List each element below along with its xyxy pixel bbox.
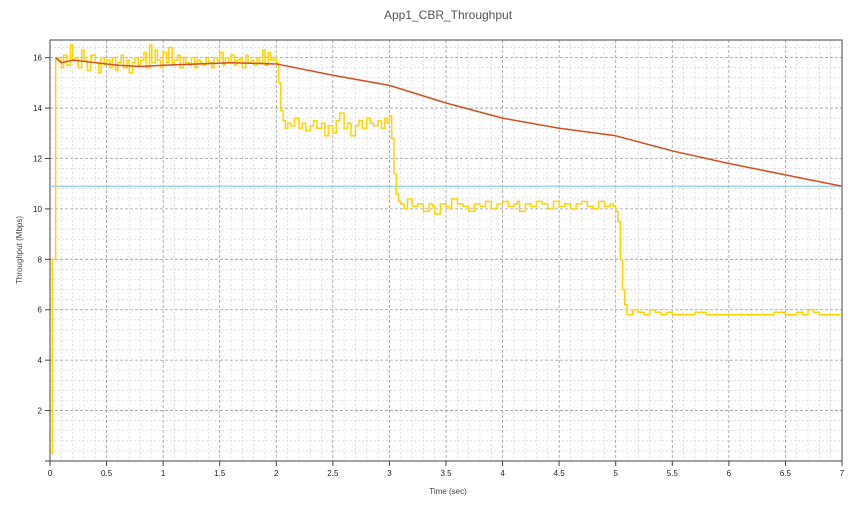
x-tick-label: 4.5	[554, 469, 566, 478]
y-axis-label: Throughput (Mbps)	[15, 216, 24, 284]
chart-title: App1_CBR_Throughput	[384, 8, 513, 22]
y-tick-label: 14	[33, 104, 42, 113]
y-tick-labels: 2 4 6 8 10 12 14 16	[33, 54, 42, 416]
x-tick-label: 4	[500, 469, 505, 478]
x-tick-label: 3.5	[440, 469, 452, 478]
x-tick-label: 0	[48, 469, 53, 478]
x-tick-label: 6.5	[780, 469, 792, 478]
series-line-average	[56, 58, 842, 187]
y-tick-label: 8	[38, 255, 43, 264]
x-axis-label: Time (sec)	[429, 487, 467, 496]
x-tick-label: 7	[840, 469, 845, 478]
y-tick-label: 16	[33, 54, 42, 63]
x-tick-label: 1	[161, 469, 166, 478]
y-tick-label: 12	[33, 154, 42, 163]
x-tick-label: 0.5	[101, 469, 113, 478]
x-tick-label: 2.5	[327, 469, 339, 478]
y-tick-label: 2	[38, 407, 43, 416]
y-tick-label: 6	[38, 306, 43, 315]
x-tick-label: 2	[274, 469, 279, 478]
y-tick-label: 10	[33, 205, 42, 214]
axis-ticks	[45, 58, 842, 466]
x-tick-label: 1.5	[214, 469, 226, 478]
x-tick-label: 5	[613, 469, 618, 478]
x-tick-label: 3	[387, 469, 392, 478]
x-tick-label: 6	[727, 469, 732, 478]
x-tick-labels: 0 0.5 1 1.5 2 2.5 3 3.5 4 4.5 5 5.5 6 6.5 7	[48, 469, 845, 478]
y-tick-label: 4	[38, 356, 43, 365]
x-tick-label: 5.5	[667, 469, 679, 478]
